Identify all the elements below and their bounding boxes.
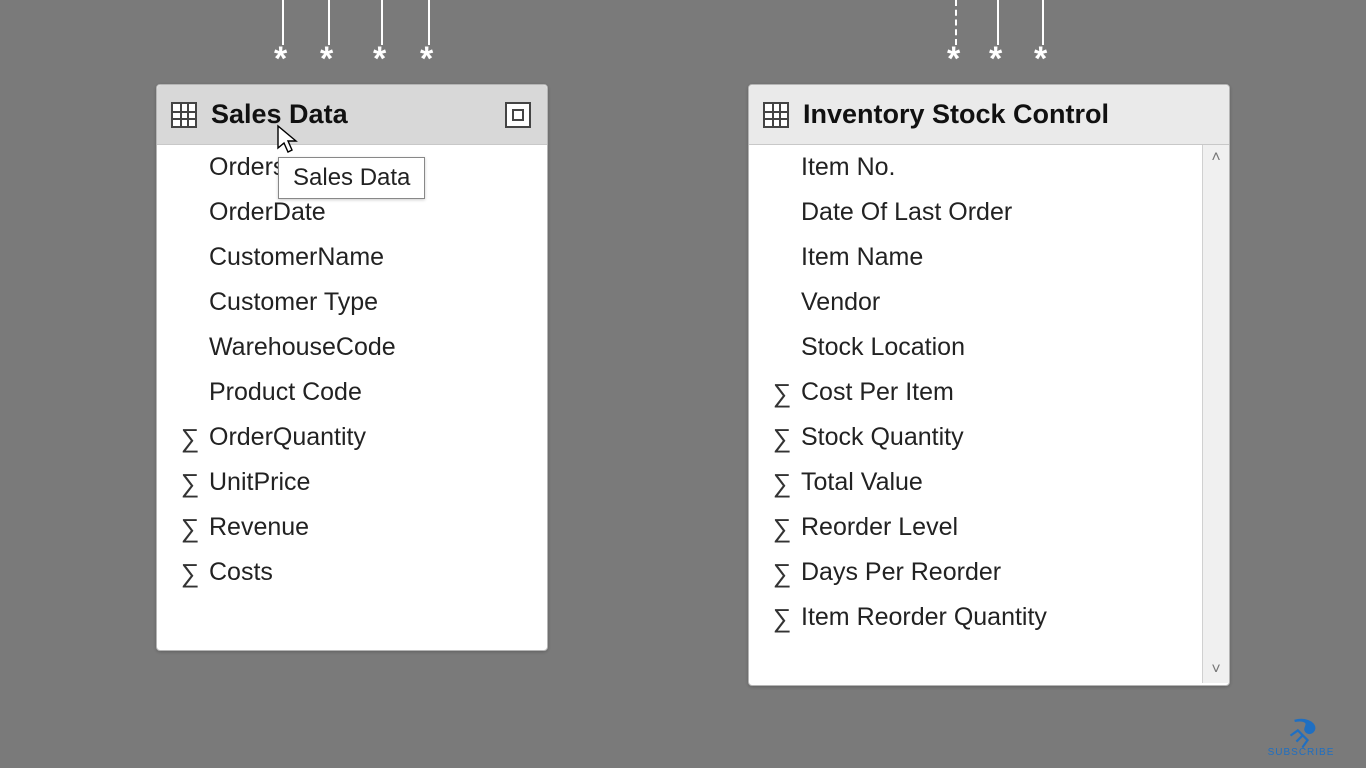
relationship-line bbox=[428, 0, 430, 45]
field-name: Total Value bbox=[797, 468, 1185, 497]
cardinality-many-icon: * bbox=[1034, 42, 1047, 76]
table-header[interactable]: Sales Data bbox=[157, 85, 547, 145]
relationship-line bbox=[955, 0, 957, 45]
field-name: Days Per Reorder bbox=[797, 558, 1185, 587]
relationship-line bbox=[381, 0, 383, 45]
field-name: Stock Location bbox=[797, 333, 1185, 362]
table-icon bbox=[763, 102, 789, 128]
field-row[interactable]: Costs bbox=[157, 550, 547, 595]
sigma-icon bbox=[767, 470, 797, 496]
sigma-icon bbox=[767, 425, 797, 451]
table-name-tooltip: Sales Data bbox=[278, 157, 425, 199]
field-row[interactable]: CustomerName bbox=[157, 235, 547, 280]
scroll-down-icon[interactable]: ˅ bbox=[1211, 661, 1220, 679]
field-name: Product Code bbox=[205, 378, 529, 407]
field-row[interactable]: Days Per Reorder bbox=[749, 550, 1203, 595]
field-name: Stock Quantity bbox=[797, 423, 1185, 452]
field-row[interactable]: Item No. bbox=[749, 145, 1203, 190]
cardinality-many-icon: * bbox=[274, 42, 287, 76]
relationship-line bbox=[997, 0, 999, 45]
field-name: Revenue bbox=[205, 513, 529, 542]
field-name: Costs bbox=[205, 558, 529, 587]
field-row[interactable]: WarehouseCode bbox=[157, 325, 547, 370]
field-name: Cost Per Item bbox=[797, 378, 1185, 407]
field-name: OrderQuantity bbox=[205, 423, 529, 452]
field-row[interactable]: UnitPrice bbox=[157, 460, 547, 505]
field-row[interactable]: Product Code bbox=[157, 370, 547, 415]
relationship-line bbox=[328, 0, 330, 45]
field-name: UnitPrice bbox=[205, 468, 529, 497]
field-name: Item Reorder Quantity bbox=[797, 603, 1185, 632]
field-name: OrderDate bbox=[205, 198, 529, 227]
field-name: Item No. bbox=[797, 153, 1185, 182]
cardinality-many-icon: * bbox=[373, 42, 386, 76]
sigma-icon bbox=[767, 515, 797, 541]
sigma-icon bbox=[175, 515, 205, 541]
field-row[interactable]: Item Name bbox=[749, 235, 1203, 280]
scrollbar[interactable]: ˄˅ bbox=[1202, 145, 1229, 683]
dna-icon: ⚗ bbox=[1284, 715, 1318, 749]
cardinality-many-icon: * bbox=[420, 42, 433, 76]
cardinality-many-icon: * bbox=[989, 42, 1002, 76]
field-row[interactable]: Revenue bbox=[157, 505, 547, 550]
field-row[interactable]: Vendor bbox=[749, 280, 1203, 325]
sigma-icon bbox=[767, 560, 797, 586]
model-view-canvas[interactable]: ******* Sales DataOrdersIDOrderDateCusto… bbox=[0, 0, 1366, 768]
relationship-line bbox=[282, 0, 284, 45]
field-row[interactable]: Customer Type bbox=[157, 280, 547, 325]
field-row[interactable]: Cost Per Item bbox=[749, 370, 1203, 415]
field-name: Reorder Level bbox=[797, 513, 1185, 542]
field-name: WarehouseCode bbox=[205, 333, 529, 362]
subscribe-watermark: ⚗ SUBSCRIBE bbox=[1256, 723, 1346, 758]
scroll-up-icon[interactable]: ˄ bbox=[1211, 149, 1220, 167]
field-row[interactable]: Total Value bbox=[749, 460, 1203, 505]
field-row[interactable]: Reorder Level bbox=[749, 505, 1203, 550]
field-row[interactable]: Stock Location bbox=[749, 325, 1203, 370]
table-field-list: Item No. Date Of Last Order Item Name Vendo… bbox=[749, 145, 1229, 683]
expand-icon[interactable] bbox=[505, 102, 531, 128]
table-header[interactable]: Inventory Stock Control bbox=[749, 85, 1229, 145]
field-name: Date Of Last Order bbox=[797, 198, 1185, 227]
table-title: Inventory Stock Control bbox=[803, 99, 1213, 130]
field-name: Customer Type bbox=[205, 288, 529, 317]
sigma-icon bbox=[175, 560, 205, 586]
sigma-icon bbox=[767, 380, 797, 406]
field-name: Vendor bbox=[797, 288, 1185, 317]
sigma-icon bbox=[175, 470, 205, 496]
sigma-icon bbox=[767, 605, 797, 631]
field-row[interactable]: OrderQuantity bbox=[157, 415, 547, 460]
field-row[interactable]: Item Reorder Quantity bbox=[749, 595, 1203, 640]
tooltip-text: Sales Data bbox=[293, 164, 410, 191]
field-row[interactable]: Date Of Last Order bbox=[749, 190, 1203, 235]
field-name: Item Name bbox=[797, 243, 1185, 272]
sigma-icon bbox=[175, 425, 205, 451]
relationship-line bbox=[1042, 0, 1044, 45]
cardinality-many-icon: * bbox=[947, 42, 960, 76]
field-name: CustomerName bbox=[205, 243, 529, 272]
table-icon bbox=[171, 102, 197, 128]
table-title: Sales Data bbox=[211, 99, 505, 130]
cardinality-many-icon: * bbox=[320, 42, 333, 76]
field-row[interactable]: Stock Quantity bbox=[749, 415, 1203, 460]
table-field-list: OrdersIDOrderDateCustomerNameCustomer Ty… bbox=[157, 145, 547, 648]
table-inventory-stock-control[interactable]: Inventory Stock Control Item No. Date Of L… bbox=[748, 84, 1230, 686]
